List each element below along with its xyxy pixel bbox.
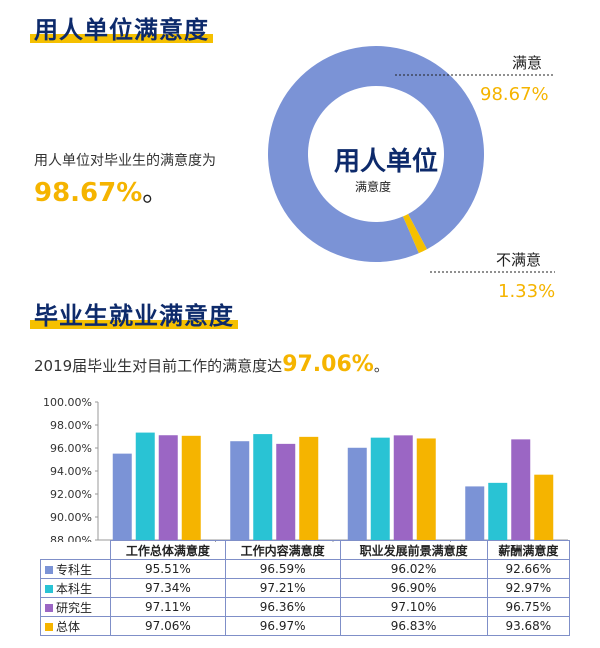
table-cell: 96.36% (224, 597, 341, 617)
table-cell: 97.10% (339, 597, 488, 617)
bar-1-3 (299, 436, 319, 540)
unsatisfied-label: 不满意 (496, 251, 542, 269)
y-tick-label: 90.00% (50, 511, 92, 524)
legend-cell: 本科生 (40, 578, 111, 598)
bar-1-2 (276, 443, 296, 540)
bar-3-1 (488, 482, 508, 540)
section-title-employer-text: 用人单位满意度 (34, 16, 209, 44)
table-cell: 97.34% (110, 578, 226, 598)
legend-cell: 专科生 (40, 559, 111, 579)
legend-label: 研究生 (56, 600, 93, 615)
legend-swatch (45, 566, 53, 574)
bar-1-0 (230, 441, 250, 540)
employer-statement: 用人单位对毕业生的满意度为 (34, 153, 216, 169)
donut-slice-unsatisfied (402, 213, 427, 254)
table-header-cell: 职业发展前景满意度 (339, 540, 488, 560)
legend-cell: 总体 (40, 616, 111, 636)
table-cell: 96.59% (224, 559, 341, 579)
graduate-statement: 2019届毕业生对目前工作的满意度达97.06%。 (34, 352, 389, 377)
bar-0-3 (181, 435, 201, 540)
legend-swatch (45, 604, 53, 612)
legend-swatch (45, 623, 53, 631)
bar-2-0 (347, 447, 367, 540)
employer-value-period: 。 (142, 178, 169, 208)
donut-slice-satisfied (268, 45, 485, 262)
bar-2-1 (370, 437, 390, 540)
table-cell: 92.66% (486, 559, 571, 579)
bar-3-0 (465, 486, 485, 540)
table-cell: 95.51% (110, 559, 226, 579)
employer-value-number: 98.67% (34, 178, 143, 208)
bar-0-2 (158, 435, 178, 540)
table-cell: 96.83% (339, 616, 488, 636)
bar-1-1 (253, 434, 273, 540)
bar-2-2 (393, 435, 413, 540)
table-row: 专科生 95.51% 96.59% 96.02% 92.66% (40, 559, 571, 579)
table-cell: 97.11% (110, 597, 226, 617)
legend-cell: 研究生 (40, 597, 111, 617)
bar-chart: 88.00% 90.00% 92.00% 94.00% 96.00% 98.00% 100.… (43, 396, 568, 542)
graduate-statement-text: 2019届毕业生对目前工作的满意度达 (34, 357, 283, 375)
bar-3-2 (511, 439, 531, 540)
graduate-value: 97.06% (282, 352, 374, 377)
y-tick-label: 96.00% (50, 442, 92, 455)
table-cell: 96.97% (224, 616, 341, 636)
graduate-period: 。 (373, 357, 389, 375)
y-tick-label: 100.00% (43, 396, 92, 409)
table-cell: 96.02% (339, 559, 488, 579)
bar-0-1 (135, 432, 155, 540)
donut-center-title: 用人单位 (334, 147, 439, 177)
satisfied-value: 98.67% (480, 84, 549, 105)
table-cell: 96.90% (339, 578, 488, 598)
table-header-cell: 工作总体满意度 (110, 540, 226, 560)
legend-swatch (45, 585, 53, 593)
section-title-employer: 用人单位满意度 (30, 10, 213, 45)
bar-3-3 (534, 474, 554, 540)
y-tick-label: 88.00% (50, 534, 92, 542)
legend-label: 专科生 (56, 562, 93, 577)
satisfied-label: 满意 (512, 54, 543, 72)
table-corner (40, 540, 111, 560)
donut-center-subtitle: 满意度 (355, 180, 392, 194)
table-cell: 97.21% (224, 578, 341, 598)
donut-leader-lines (395, 74, 555, 273)
section-title-graduate-text: 毕业生就业满意度 (34, 302, 234, 330)
table-cell: 96.75% (486, 597, 571, 617)
table-cell: 92.97% (486, 578, 571, 598)
legend-label: 总体 (56, 619, 81, 634)
table-row: 研究生 97.11% 96.36% 97.10% 96.75% (40, 597, 571, 617)
table-header-cell: 工作内容满意度 (224, 540, 341, 560)
data-table: 工作总体满意度 工作内容满意度 职业发展前景满意度 薪酬满意度 专科生 95.51% 96.… (40, 540, 571, 636)
y-tick-label: 98.00% (50, 419, 92, 432)
table-cell: 93.68% (486, 616, 571, 636)
bar-0-0 (112, 453, 132, 540)
donut-chart (268, 45, 485, 262)
section-title-graduate: 毕业生就业满意度 (30, 296, 238, 331)
table-header-cell: 薪酬满意度 (486, 540, 571, 560)
employer-value: 98.67%。 (34, 172, 168, 209)
table-row: 总体 97.06% 96.97% 96.83% 93.68% (40, 616, 571, 636)
table-cell: 97.06% (110, 616, 226, 636)
table-row: 本科生 97.34% 97.21% 96.90% 92.97% (40, 578, 571, 598)
table-header-row: 工作总体满意度 工作内容满意度 职业发展前景满意度 薪酬满意度 (40, 540, 571, 560)
legend-label: 本科生 (56, 581, 93, 596)
unsatisfied-value: 1.33% (498, 281, 556, 302)
y-tick-label: 92.00% (50, 488, 92, 501)
bar-2-3 (416, 438, 436, 540)
y-tick-label: 94.00% (50, 465, 92, 478)
